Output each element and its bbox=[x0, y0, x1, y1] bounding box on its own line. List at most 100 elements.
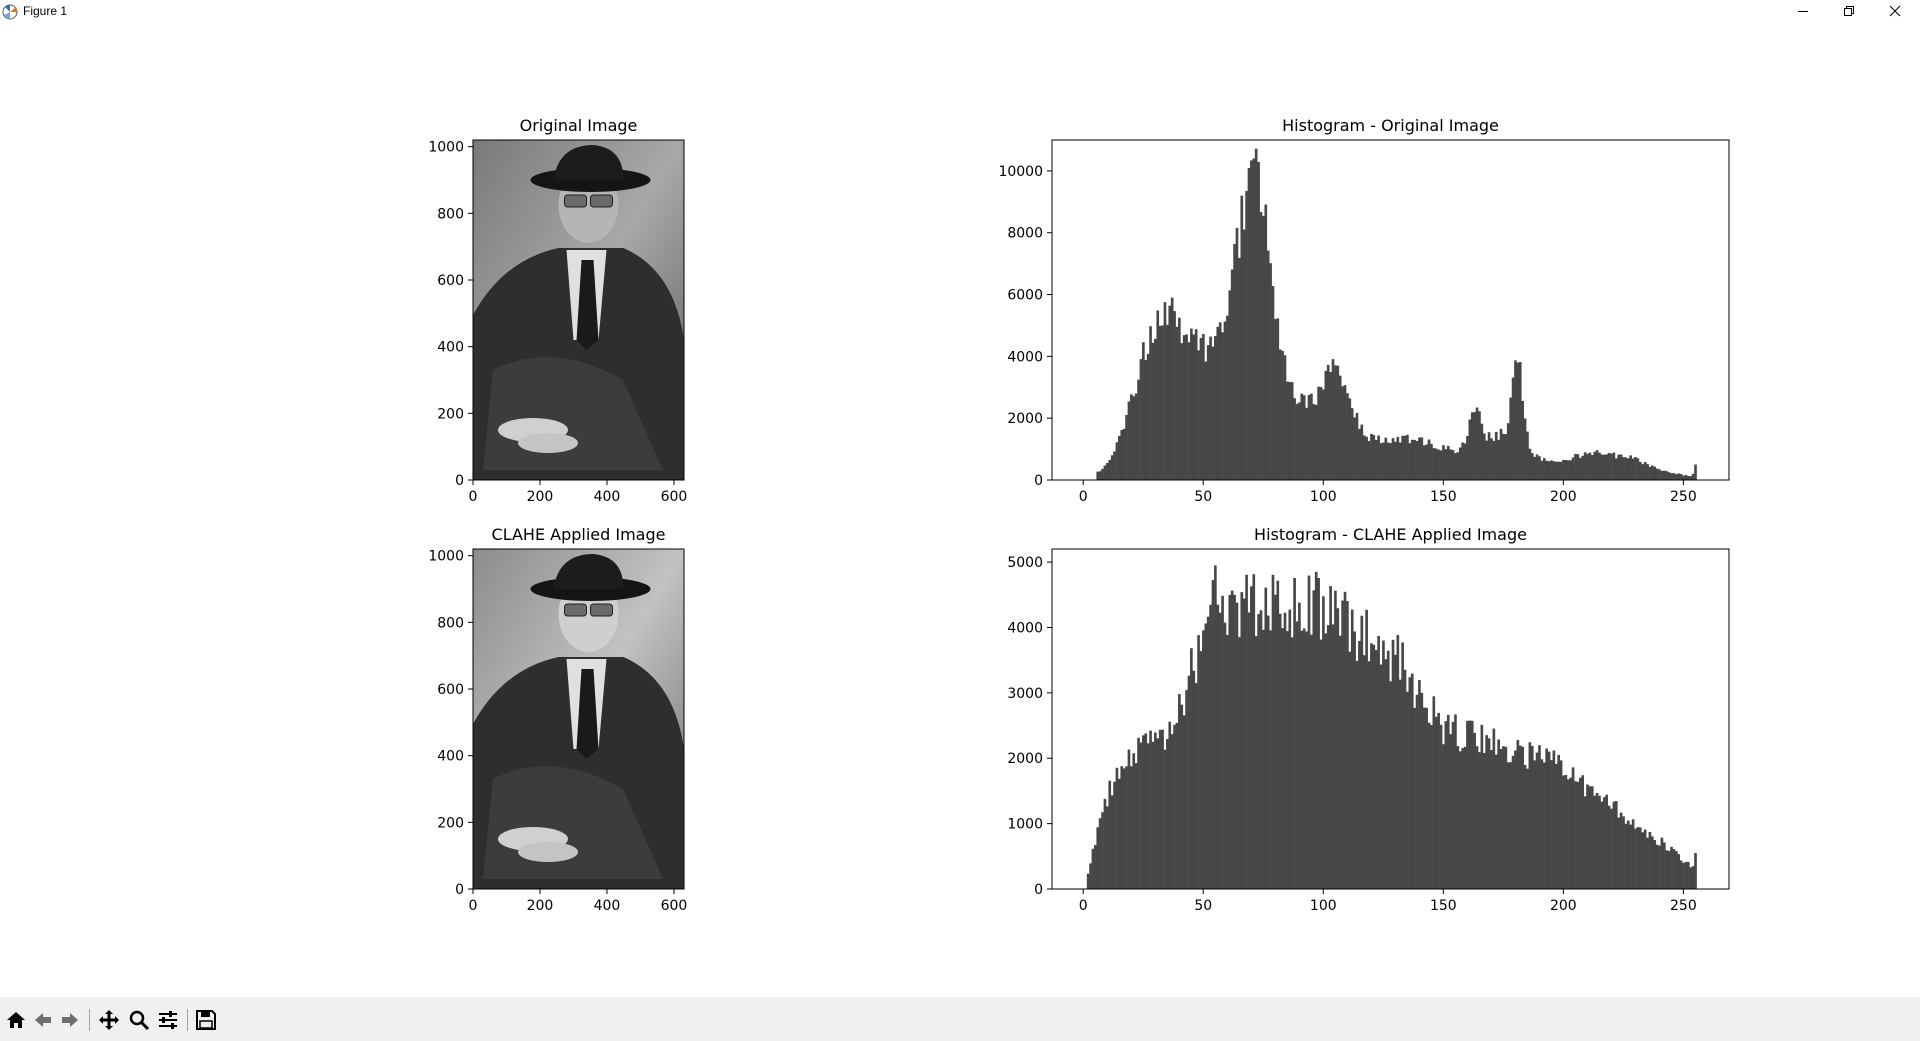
histogram-bar bbox=[1514, 360, 1517, 480]
histogram-bar bbox=[1168, 721, 1172, 889]
histogram-bar bbox=[1653, 466, 1657, 480]
histogram-bar bbox=[1350, 408, 1354, 480]
histogram-bar bbox=[1266, 250, 1270, 480]
histogram-bar bbox=[1662, 842, 1666, 889]
histogram-bar bbox=[1194, 683, 1198, 889]
histogram-bar bbox=[1360, 424, 1364, 480]
restore-button[interactable] bbox=[1826, 0, 1872, 22]
histogram-bar bbox=[1658, 845, 1661, 889]
histogram-bar bbox=[1427, 722, 1431, 889]
histogram-bar bbox=[1521, 400, 1524, 480]
histogram-bar bbox=[1684, 861, 1688, 889]
home-button[interactable] bbox=[3, 1007, 29, 1033]
x-tick-label: 250 bbox=[1670, 898, 1697, 914]
histogram-bar bbox=[1626, 458, 1630, 480]
histogram-bar bbox=[1110, 795, 1114, 889]
histogram-bar bbox=[1238, 257, 1241, 480]
histogram-bar bbox=[1482, 752, 1486, 889]
x-tick-label: 400 bbox=[594, 489, 621, 505]
x-tick-label: 100 bbox=[1310, 489, 1337, 505]
histogram-bar bbox=[1139, 742, 1143, 889]
histogram-bar bbox=[1209, 604, 1212, 889]
histogram-bar bbox=[1194, 329, 1198, 480]
histogram-bar bbox=[1396, 635, 1400, 889]
histogram-bar bbox=[1458, 447, 1462, 480]
histogram-bar bbox=[1298, 402, 1301, 480]
histogram-bar bbox=[1449, 449, 1452, 480]
forward-button[interactable] bbox=[57, 1007, 83, 1033]
save-button[interactable] bbox=[193, 1007, 219, 1033]
histogram-bar bbox=[1538, 745, 1541, 889]
histogram-bar bbox=[1528, 742, 1532, 889]
histogram-bar bbox=[1413, 707, 1416, 889]
histogram-bar bbox=[1636, 458, 1640, 480]
histogram-bar bbox=[1420, 437, 1424, 480]
x-tick-label: 200 bbox=[1550, 898, 1577, 914]
histogram-bar bbox=[1106, 806, 1109, 889]
histogram-bar bbox=[1389, 681, 1392, 889]
zoom-button[interactable] bbox=[126, 1007, 152, 1033]
histogram-bar bbox=[1415, 440, 1419, 480]
histogram-bar bbox=[1564, 460, 1568, 480]
histogram-bar bbox=[1211, 580, 1215, 889]
histogram-bar bbox=[1583, 796, 1587, 889]
histogram-bar bbox=[1262, 629, 1265, 889]
histogram-bar bbox=[1367, 440, 1371, 480]
histogram-bar bbox=[1211, 346, 1215, 480]
histogram-bar bbox=[1295, 403, 1299, 480]
histogram-bar bbox=[1355, 412, 1359, 480]
histogram-bar bbox=[1463, 746, 1467, 889]
histogram-bar bbox=[1134, 763, 1138, 889]
histogram-bar bbox=[1638, 827, 1642, 889]
histogram-bar bbox=[1161, 325, 1164, 480]
x-tick-label: 0 bbox=[469, 489, 478, 505]
back-button[interactable] bbox=[30, 1007, 56, 1033]
window-title: Figure 1 bbox=[23, 4, 68, 18]
histogram-bar bbox=[1554, 461, 1558, 480]
histogram-bar bbox=[1588, 452, 1592, 480]
histogram-bar bbox=[1653, 840, 1657, 889]
histogram-bar bbox=[1394, 441, 1397, 480]
histogram-bar bbox=[1370, 643, 1373, 889]
histogram-bar bbox=[1679, 860, 1683, 889]
y-tick-label: 800 bbox=[437, 206, 464, 222]
histogram-bar bbox=[1425, 707, 1428, 889]
histogram-bar bbox=[1310, 393, 1313, 480]
histogram-bar bbox=[1499, 749, 1503, 889]
histogram-bar bbox=[1204, 361, 1208, 480]
pan-button[interactable] bbox=[96, 1007, 122, 1033]
histogram-bar bbox=[1655, 844, 1659, 889]
histogram-bar bbox=[1127, 749, 1131, 889]
histogram-bar bbox=[1506, 762, 1510, 889]
histogram-bar bbox=[1384, 659, 1388, 889]
histogram-bar bbox=[1504, 434, 1508, 480]
minimize-button[interactable] bbox=[1780, 0, 1826, 22]
histogram-bar bbox=[1485, 440, 1488, 480]
histogram-bar bbox=[1578, 457, 1582, 480]
histogram-bar bbox=[1374, 650, 1378, 889]
histogram-bar bbox=[1355, 660, 1359, 889]
close-button[interactable] bbox=[1872, 0, 1918, 22]
histogram-bar bbox=[1605, 454, 1609, 480]
histogram-bar bbox=[1233, 594, 1236, 889]
histogram-bar bbox=[1190, 648, 1193, 889]
histogram-bar bbox=[1098, 471, 1102, 480]
histogram-bar bbox=[1470, 720, 1474, 889]
histogram-bar bbox=[1622, 816, 1625, 889]
histogram-bar bbox=[1278, 349, 1282, 480]
histogram-bar bbox=[1454, 453, 1457, 480]
histogram-bar bbox=[1581, 455, 1585, 480]
axes-frame bbox=[472, 139, 685, 481]
histogram-bar bbox=[1499, 428, 1503, 480]
histogram-bar bbox=[1245, 190, 1248, 480]
histogram-bar bbox=[1660, 837, 1664, 889]
histogram-bar bbox=[1643, 829, 1647, 889]
histogram-bar bbox=[1103, 465, 1107, 480]
histogram-bar bbox=[1511, 377, 1515, 480]
y-tick-label: 600 bbox=[437, 682, 464, 698]
histogram-bar bbox=[1473, 412, 1476, 480]
histogram-bar bbox=[1593, 795, 1597, 889]
configure-subplots-button[interactable] bbox=[155, 1007, 181, 1033]
histogram-bar bbox=[1312, 590, 1316, 889]
